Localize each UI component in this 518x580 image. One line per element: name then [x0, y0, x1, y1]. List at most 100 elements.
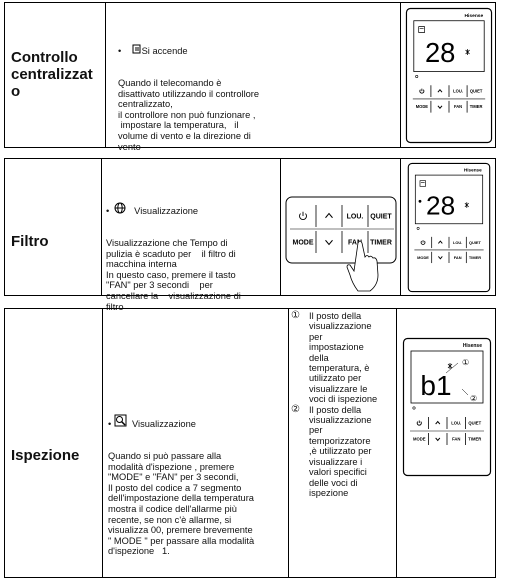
display-temp: 28	[425, 37, 455, 68]
up-icon	[437, 88, 443, 93]
text-cell: • Visualizzazione Quando si può passare …	[103, 309, 289, 577]
power-icon	[299, 211, 307, 220]
screen	[413, 20, 485, 72]
note-line: utilizzato per	[309, 373, 362, 384]
mode-icon	[419, 180, 426, 187]
power-icon	[416, 420, 422, 426]
heading-line: • Visualizzazione	[106, 202, 241, 217]
button-panel-image: LOU. QUIET MODE FAN TIMER	[285, 196, 397, 292]
heading: Si accende	[141, 46, 188, 57]
up-icon	[435, 420, 441, 425]
note-line: visualizzare le	[309, 383, 368, 394]
lines: Quando il telecomando è disattivato utili…	[118, 78, 259, 152]
remote-image: Hisense 28 LOU. QUIET MODE FAN TIMER	[405, 7, 493, 144]
led	[416, 227, 420, 230]
text-line: dell'impostazione della temperatura	[108, 493, 254, 504]
button-label: FAN	[454, 104, 462, 109]
screen	[410, 350, 484, 404]
button-label: QUIET	[468, 420, 481, 425]
brand: Hisense	[464, 167, 482, 172]
note-line: impostazione	[309, 342, 364, 353]
button-label: MODE	[293, 239, 314, 246]
notes-cell: ① Il posto della visualizzazione per imposta…	[289, 309, 397, 577]
image-cell: Hisense b1 ① ② LOU. QUIET MODE FAN TIMER	[397, 309, 497, 577]
fan-icon	[447, 363, 453, 369]
image-cell: Hisense 28 LOU. QUIET MODE FAN TIMER	[401, 3, 497, 147]
row-label: Filtro	[11, 233, 49, 250]
row-table: Ispezione • Visualizzazione Quando si pu…	[4, 308, 496, 578]
text-line: "MODE" e "FAN" per 3 secondi,	[108, 472, 239, 483]
note: ② Il posto della visualizzazione per tempori…	[291, 403, 393, 499]
note-line: per	[309, 331, 323, 342]
down-icon	[437, 105, 443, 109]
note-line: visualizzazione	[309, 415, 372, 426]
button-label: LOU.	[451, 420, 461, 425]
icon	[114, 414, 127, 427]
note-line: per	[309, 425, 323, 436]
text-line: il controllore non può funzionare ,	[118, 109, 256, 120]
text-line: volume di vento e la direzione di	[118, 130, 251, 141]
heading: Visualizzazione	[134, 206, 199, 217]
text-line: centralizzato,	[118, 99, 173, 110]
heading-line: • Si accende	[118, 44, 188, 57]
button-label: LOU.	[453, 240, 462, 245]
icon	[114, 202, 126, 214]
hand	[346, 240, 379, 292]
power-icon	[420, 240, 426, 245]
mode-icon	[418, 26, 425, 33]
text-line: mostra il codice dell'allarme più	[108, 503, 237, 514]
led	[415, 75, 419, 78]
led	[412, 406, 416, 410]
brand: Hisense	[465, 13, 484, 19]
note-line: visualizzare i	[309, 456, 363, 467]
text-line: Quando si può passare alla	[108, 450, 222, 461]
note-line: ispezione	[309, 487, 349, 498]
note-line: delle voci di	[309, 477, 358, 488]
button-label: MODE	[417, 255, 429, 260]
text-line: recente, se non c'è allarme, si	[108, 514, 232, 525]
image-cell: Hisense 28 LOU. QUIET MODE FAN TIMER	[401, 159, 497, 295]
row-table: Controllo centralizzat o • Si accende Qu…	[4, 2, 497, 152]
note-marker: ①	[291, 310, 300, 321]
button-label: TIMER	[470, 104, 483, 109]
leader	[445, 362, 469, 396]
text-line: Visualizzazione che Tempo di	[106, 237, 228, 248]
display-temp: 28	[426, 190, 455, 220]
note-line: Il posto della	[309, 311, 362, 321]
text-line: " MODE " per passare alla modalità	[108, 535, 255, 546]
button-label: LOU.	[347, 213, 364, 220]
button-label: MODE	[416, 104, 429, 109]
remote-image: Hisense 28 LOU. QUIET MODE FAN TIMER	[407, 162, 491, 293]
note-line: ,è utilizzato per	[309, 446, 372, 457]
text-line: Il posto del codice a 7 segmento	[108, 482, 242, 493]
text-line: cancellare la visualizzazione di	[106, 290, 241, 301]
button-label: QUIET	[370, 213, 392, 220]
down-icon	[438, 256, 443, 260]
note-line: voci di ispezione	[309, 394, 378, 405]
up-icon	[438, 240, 443, 244]
text-cell: • Visualizzazione Visualizzazione che Te…	[102, 159, 281, 312]
marker: ②	[470, 394, 477, 403]
note-line: temperatura, è	[309, 363, 370, 374]
fan-icon	[465, 49, 470, 55]
button-label: TIMER	[469, 255, 481, 260]
text-block: • Si accende Quando il telecomando è disa…	[118, 23, 259, 173]
down-icon	[435, 437, 441, 442]
row-label: Ispezione	[11, 447, 80, 464]
up-icon	[325, 212, 333, 219]
display-code: b1	[420, 370, 451, 401]
text-line: impostare la temperatura, il	[118, 120, 239, 131]
label-cell: Filtro	[5, 159, 102, 295]
text-line: modalità d'ispezione , premere	[108, 461, 235, 472]
note-marker: ②	[291, 403, 300, 415]
label-cell: Ispezione	[5, 309, 103, 577]
filter-dot	[418, 199, 422, 203]
text-line: macchina interna	[106, 259, 177, 270]
screen	[414, 174, 484, 225]
text-line: visualizza 00, premere brevemente	[108, 525, 253, 536]
text-line: Quando il telecomando è	[118, 77, 222, 88]
button-label: LOU.	[453, 89, 463, 94]
text-line: In questo caso, premere il tasto	[106, 269, 236, 280]
notes: ① Il posto della visualizzazione per imposta…	[291, 310, 393, 499]
